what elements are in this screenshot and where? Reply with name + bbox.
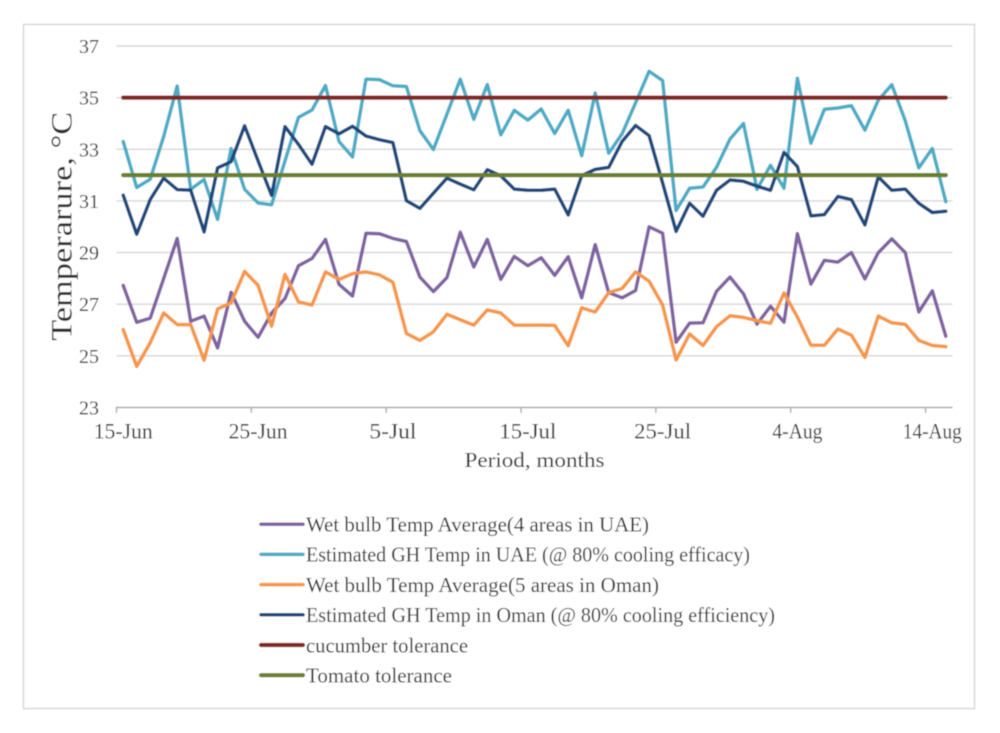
svg-text:14-Aug: 14-Aug	[903, 419, 962, 444]
svg-text:5-Jul: 5-Jul	[369, 419, 416, 444]
svg-text:25-Jul: 25-Jul	[634, 419, 691, 444]
svg-text:23: 23	[79, 398, 99, 420]
svg-text:15-Jun: 15-Jun	[94, 419, 153, 444]
svg-text:33: 33	[79, 139, 99, 161]
svg-text:27: 27	[79, 294, 99, 316]
svg-text:25: 25	[79, 346, 99, 368]
svg-text:Estimated GH Temp in UAE (@ 80: Estimated GH Temp in UAE (@ 80% cooling …	[306, 543, 750, 567]
svg-text:29: 29	[79, 243, 99, 265]
svg-text:Temperarure, °C: Temperarure, °C	[46, 112, 79, 341]
svg-text:15-Jul: 15-Jul	[499, 419, 556, 444]
svg-text:35: 35	[79, 88, 99, 110]
svg-text:cucumber tolerance: cucumber tolerance	[306, 633, 468, 657]
svg-text:31: 31	[79, 191, 99, 213]
svg-text:Tomato tolerance: Tomato tolerance	[306, 664, 452, 688]
svg-text:25-Jun: 25-Jun	[229, 419, 288, 444]
svg-text:Wet bulb Temp Average(5 areas: Wet bulb Temp Average(5 areas in Oman)	[306, 573, 659, 597]
svg-text:Period, months: Period, months	[465, 448, 605, 472]
svg-text:37: 37	[79, 36, 99, 58]
svg-text:Wet bulb Temp Average(4 areas: Wet bulb Temp Average(4 areas in UAE)	[306, 513, 649, 537]
svg-text:Estimated GH Temp in Oman (@ 8: Estimated GH Temp in Oman (@ 80% cooling…	[306, 603, 775, 627]
svg-text:4-Aug: 4-Aug	[772, 419, 822, 444]
